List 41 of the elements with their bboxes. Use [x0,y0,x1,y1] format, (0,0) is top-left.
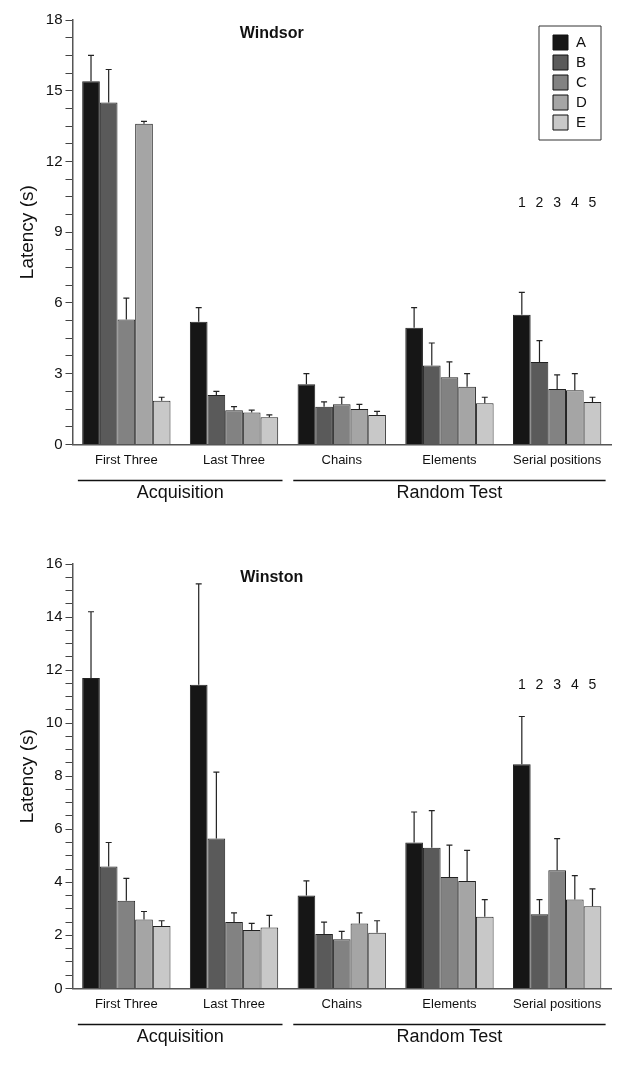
annotation: 1 2 3 4 5 [517,193,597,210]
chart-title: Windsor [239,24,304,42]
x-tick-label: Chains [321,995,363,1011]
y-axis-title: Latency (s) [15,185,37,280]
y-tick-label: 0 [54,978,63,996]
x-tick-label: Elements [422,995,478,1011]
legend-label: D [576,93,587,111]
text: Acquisition [136,1026,224,1047]
x-tick-label: First Three [95,451,158,467]
y-tick-label: 2 [54,925,63,943]
x-tick-label: Chains [321,451,363,467]
y-tick-label: 8 [54,766,63,784]
legend-label: E [576,113,587,131]
x-tick-label: Elements [422,451,478,467]
x-tick-label: Last Three [203,995,265,1011]
y-tick-label: 4 [54,872,63,890]
chart-title: Winston [240,568,304,586]
y-tick-label: 18 [45,10,63,28]
text: Random Test [396,1026,503,1047]
y-tick-label: 6 [54,293,63,311]
y-tick-label: 12 [45,660,63,678]
y-axis-title: Latency (s) [15,729,37,824]
legend-label: C [576,73,587,91]
y-tick-label: 16 [45,554,63,572]
y-tick-label: 10 [45,713,63,731]
y-tick-label: 12 [45,151,63,169]
y-tick-label: 15 [45,80,63,98]
legend-label: A [576,33,587,51]
x-tick-label: First Three [95,995,158,1011]
y-tick-label: 9 [54,222,63,240]
legend-label: B [576,53,587,71]
y-tick-label: 3 [54,363,63,381]
text: Acquisition [136,482,224,503]
x-tick-label: Serial positions [513,451,602,467]
y-tick-label: 0 [54,434,63,452]
x-tick-label: Last Three [203,451,265,467]
annotation: 1 2 3 4 5 [517,675,597,692]
y-tick-label: 14 [45,607,63,625]
text: Random Test [396,482,503,503]
x-tick-label: Serial positions [513,995,602,1011]
y-tick-label: 6 [54,819,63,837]
